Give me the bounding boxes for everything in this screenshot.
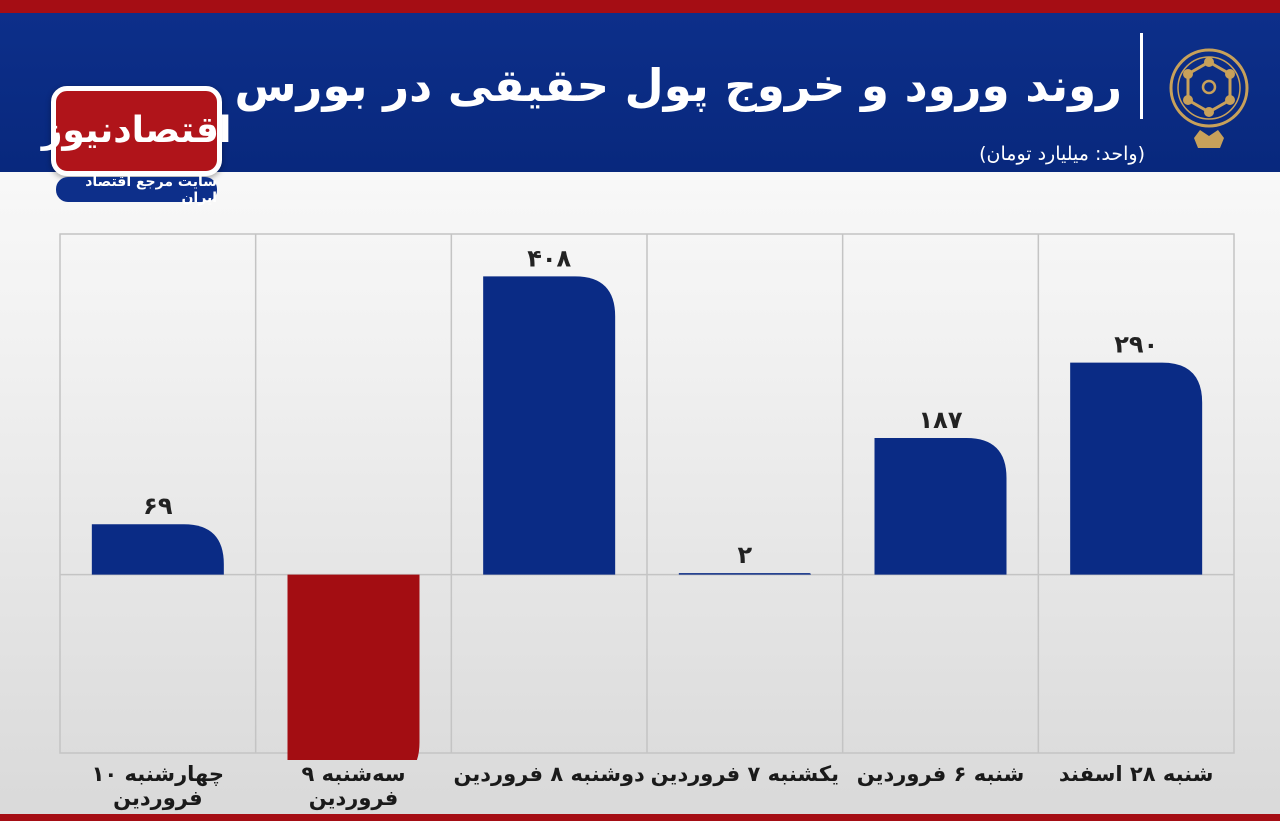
bar-value-label: ۱۸۷ xyxy=(919,406,963,434)
stock-exchange-seal-icon xyxy=(1169,48,1249,148)
category-label: دوشنبه ۸ فروردین xyxy=(453,762,645,786)
bar-value-label: ۴۰۸ xyxy=(527,244,571,272)
bar xyxy=(874,437,1007,575)
category-label: شنبه ۶ فروردین xyxy=(856,762,1025,786)
bar xyxy=(1070,362,1203,575)
category-label: یکشنبه ۷ فروردین xyxy=(650,762,839,786)
logo-name: اقتصادنیوز xyxy=(41,110,232,151)
bar xyxy=(287,574,420,760)
category-label: شنبه ۲۸ اسفند xyxy=(1058,762,1214,786)
chart-grid xyxy=(59,233,1235,754)
page-title: روند ورود و خروج پول حقیقی در بورس xyxy=(234,59,1122,112)
bottom-accent-stripe xyxy=(0,814,1280,821)
category-label: سه‌شنبه ۹ فروردین xyxy=(301,762,406,810)
bar xyxy=(91,524,224,575)
bar-value-label: ۲ xyxy=(738,541,753,569)
news-logo: اقتصادنیوز xyxy=(42,86,231,176)
chart-bars xyxy=(91,276,1203,760)
logo-tagline: سایت مرجع اقتصاد ایران xyxy=(56,174,217,206)
bar xyxy=(678,573,811,575)
unit-label: (واحد: میلیارد تومان) xyxy=(979,143,1145,165)
top-accent-stripe xyxy=(0,0,1280,13)
category-label: چهارشنبه ۱۰ فروردین xyxy=(91,762,225,810)
title-divider xyxy=(1140,33,1143,119)
bar-value-label: ۲۹۰ xyxy=(1114,331,1158,359)
bar xyxy=(483,276,616,575)
bar-value-label: ۶۹ xyxy=(143,492,173,520)
